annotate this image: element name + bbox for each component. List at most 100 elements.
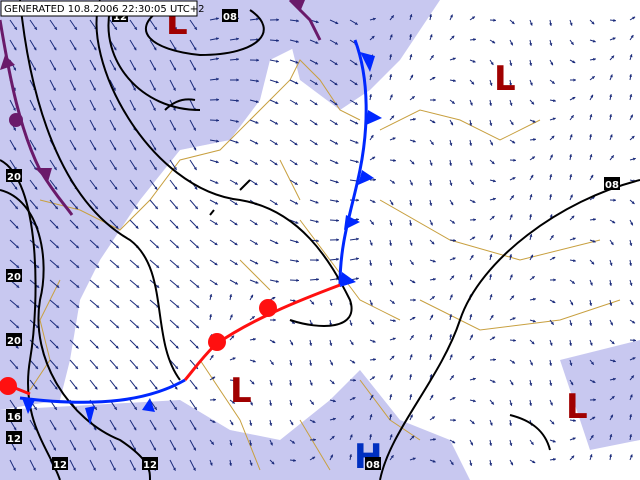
wind-arrowhead <box>473 38 476 42</box>
wind-arrowhead <box>92 87 96 91</box>
wind-arrowhead <box>370 221 374 225</box>
wind-arrowhead <box>192 87 196 91</box>
wind-arrowhead <box>55 245 59 249</box>
wind-arrowhead <box>113 147 117 151</box>
wind-arrowhead <box>216 77 219 81</box>
wind-arrowhead <box>369 283 373 286</box>
wind-arrowhead <box>451 100 455 104</box>
wind-arrowhead <box>196 304 200 308</box>
wind-arrowhead <box>174 26 177 30</box>
wind-arrowhead <box>472 377 476 381</box>
wind-arrowhead <box>275 101 279 104</box>
wind-arrowhead <box>229 294 233 297</box>
wind-arrowhead <box>94 186 98 190</box>
wind-arrowhead <box>389 262 393 266</box>
wind-arrowhead <box>550 154 553 158</box>
wind-arrowhead <box>409 242 413 246</box>
wind-arrowhead <box>76 304 80 308</box>
wind-arrowhead <box>14 26 17 30</box>
wind-arrowhead <box>174 386 178 390</box>
wind-arrowhead <box>153 47 157 51</box>
wind-arrowhead <box>390 202 394 206</box>
wind-arrowhead <box>429 14 433 17</box>
wind-arrowhead <box>509 83 513 86</box>
wind-arrowhead <box>529 403 533 406</box>
wind-arrowhead <box>469 274 473 278</box>
wind-arrowhead <box>631 201 635 204</box>
wind-arrowhead <box>349 434 353 438</box>
wind-arrowhead <box>251 316 255 320</box>
wind-arrowhead <box>493 358 496 362</box>
wind-arrowhead <box>612 359 616 363</box>
cold-front <box>19 378 186 404</box>
isobar-label: 20 <box>7 336 21 347</box>
wind-arrowhead <box>15 325 19 329</box>
wind-arrowhead <box>16 304 20 308</box>
wind-arrowhead <box>449 163 453 166</box>
wind-arrowhead <box>214 242 218 246</box>
wind-arrowhead <box>390 374 393 378</box>
wind-arrowhead <box>132 467 136 471</box>
wind-arrowhead <box>369 454 373 458</box>
wind-arrowhead <box>274 121 278 125</box>
wind-arrowhead <box>73 47 77 51</box>
wind-arrowhead <box>195 225 199 229</box>
wind-arrowhead <box>509 274 513 278</box>
wind-arrowhead <box>612 377 616 381</box>
isobar-label-box <box>6 269 22 282</box>
shaded-east <box>560 340 640 450</box>
wind-arrowhead <box>154 186 158 190</box>
wind-arrowhead <box>451 275 455 279</box>
wind-arrowhead <box>631 135 635 139</box>
wind-arrowhead <box>451 35 455 39</box>
wind-arrowhead <box>230 422 234 426</box>
wind-arrowhead <box>134 186 138 190</box>
wind-arrowhead <box>429 203 433 206</box>
wind-arrowhead <box>412 457 416 461</box>
wind-arrowhead <box>570 41 574 45</box>
wind-arrowhead <box>35 245 39 249</box>
wind-arrowhead <box>133 447 136 451</box>
wind-arrowhead <box>431 296 435 300</box>
wind-arrowhead <box>115 245 119 249</box>
wind-arrowhead <box>33 447 36 451</box>
wind-arrowhead <box>294 182 298 185</box>
wind-arrowhead <box>573 418 576 423</box>
wind-arrowhead <box>72 467 76 471</box>
wind-arrowhead <box>274 221 278 225</box>
wind-arrowhead <box>234 262 238 265</box>
low-center: L <box>566 387 588 427</box>
wind-arrowhead <box>249 462 253 466</box>
wind-arrowhead <box>589 454 593 458</box>
wind-arrowhead <box>553 278 556 282</box>
coastlines <box>29 59 621 471</box>
wind-arrowhead <box>334 122 338 125</box>
wind-arrowhead <box>470 255 474 259</box>
isobar <box>379 179 640 480</box>
wind-arrowhead <box>370 394 374 398</box>
wind-arrowhead <box>529 234 533 238</box>
wind-arrowhead <box>429 183 433 186</box>
wind-arrowhead <box>473 218 476 222</box>
wind-arrowhead <box>389 54 393 57</box>
wind-arrowhead <box>15 366 18 369</box>
wind-arrowhead <box>213 398 216 402</box>
wind-arrowhead <box>173 427 177 431</box>
wind-arrowhead <box>209 314 213 317</box>
wind-arrowhead <box>315 40 319 44</box>
wind-arrowhead <box>550 321 554 325</box>
wind-arrowhead <box>276 38 279 43</box>
wind-arrowhead <box>410 182 413 186</box>
wind-arrowhead <box>430 314 434 318</box>
wind-arrowhead <box>433 277 436 281</box>
wind-arrowhead <box>330 454 333 458</box>
wind-arrowhead <box>294 162 298 166</box>
wind-arrowhead <box>315 200 319 204</box>
isobar-label-box <box>6 409 22 422</box>
wind-arrowhead <box>590 435 594 439</box>
wind-arrowhead <box>513 158 516 162</box>
wind-arrowhead <box>409 394 413 397</box>
wind-arrowhead <box>235 161 239 165</box>
wind-arrowhead <box>196 284 200 288</box>
wind-arrowhead <box>255 120 259 124</box>
